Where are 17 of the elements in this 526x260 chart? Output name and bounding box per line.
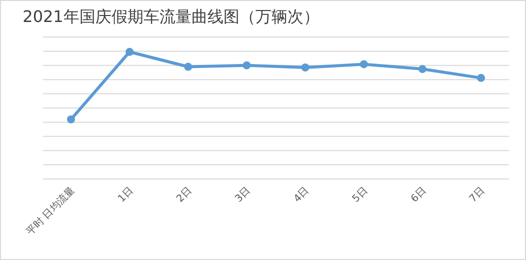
point [67,115,75,124]
point [477,74,485,82]
x-tick-label: 3日 [233,185,253,205]
point [418,65,426,74]
point [301,64,310,72]
point [184,62,192,71]
point [360,60,368,68]
x-tick-label: 2日 [174,185,194,205]
x-tick-label: 4日 [292,185,312,205]
point [242,61,251,70]
x-tick-label: 平时 日均流量 [24,184,78,238]
x-tick-label: 6日 [409,185,429,205]
x-tick-label: 5日 [350,185,370,205]
chart-title: 2021年国庆假期车流量曲线图（万辆次） [22,7,320,28]
point [126,48,134,56]
x-tick-label: 1日 [116,185,136,205]
x-tick-label: 7日 [468,185,488,205]
